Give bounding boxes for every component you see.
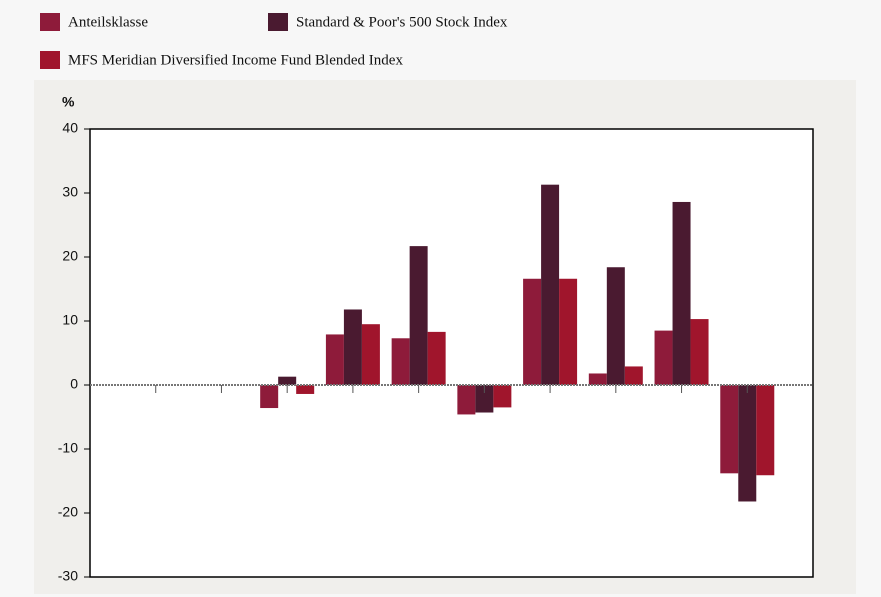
bar (296, 385, 315, 394)
bar (493, 385, 512, 408)
bar (361, 324, 380, 385)
bar (588, 373, 607, 385)
bar (720, 385, 739, 474)
legend-label: MFS Meridian Diversified Income Fund Ble… (68, 52, 403, 68)
bar (672, 201, 691, 385)
legend-label: Standard & Poor's 500 Stock Index (296, 14, 508, 30)
bar (343, 309, 362, 385)
bar (523, 278, 542, 385)
y-tick-label: -20 (58, 504, 78, 520)
bar (624, 366, 643, 385)
bar (654, 330, 673, 385)
bar (541, 184, 560, 385)
legend-swatch (268, 13, 288, 31)
bar (756, 385, 775, 476)
bar (278, 376, 297, 385)
bar (325, 334, 344, 385)
y-tick-label: -10 (58, 440, 78, 456)
bar (738, 385, 757, 502)
bar (427, 331, 446, 385)
bar (475, 385, 494, 413)
bar (559, 278, 578, 385)
y-tick-label: -30 (58, 568, 78, 584)
bar (260, 385, 279, 409)
legend-swatch (40, 51, 60, 69)
bar (391, 338, 410, 385)
y-tick-label: 40 (62, 120, 78, 136)
y-axis-label: % (62, 94, 75, 110)
bar (606, 267, 625, 385)
y-tick-label: 20 (62, 248, 78, 264)
y-tick-label: 30 (62, 184, 78, 200)
y-tick-label: 10 (62, 312, 78, 328)
bar (457, 385, 476, 415)
legend-label: Anteilsklasse (68, 14, 148, 30)
bar (690, 319, 709, 385)
legend-swatch (40, 13, 60, 31)
y-tick-label: 0 (70, 376, 78, 392)
bar (409, 246, 428, 385)
